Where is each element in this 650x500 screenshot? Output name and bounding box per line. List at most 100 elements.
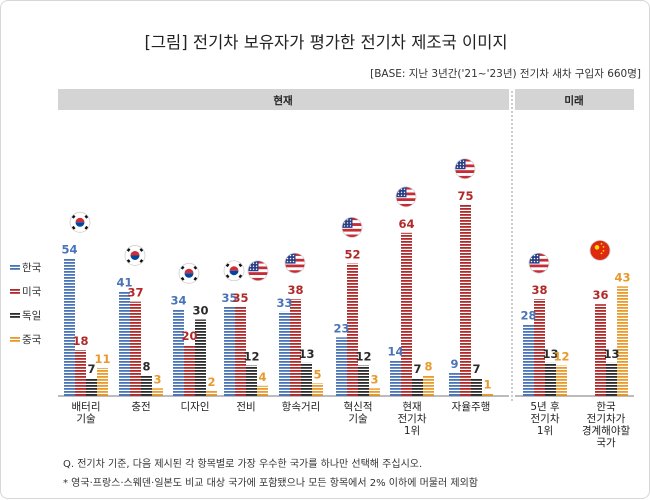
category-label-7: 자율주행 [452,401,491,413]
category-labels: 배터리 기술 충전 디자인 전비 항속거리 혁신적 기술 현재 전기차 1위 자율주행 5년 후 전기차 1… [72,401,631,449]
bar-미국-3 [235,306,246,396]
china-flag-icon [589,239,611,261]
bar-중국-9 [617,286,628,396]
usa-flag-icon [528,252,550,274]
value-label-미국-3: 35 [232,291,248,305]
value-label-중국-0: 11 [94,352,110,366]
value-labels: 5418711413783342030235351243338135235212… [61,189,630,392]
section-band-future [515,89,634,110]
bar-한국-8 [523,324,534,396]
bar-중국-8 [556,365,567,396]
bar-독일-8 [545,362,556,396]
value-label-한국-3: 35 [221,291,237,305]
bar-한국-2 [173,309,184,396]
value-label-한국-7: 9 [450,357,458,371]
bar-미국-2 [184,345,195,396]
korea-flag-icon [69,211,91,233]
value-label-독일-7: 7 [472,362,480,376]
bar-한국-3 [224,306,235,396]
category-label-6: 현재 전기차 1위 [398,401,427,437]
category-label-9: 한국 전기차가 경계해야할 국가 [582,401,631,449]
bar-한국-0 [64,258,75,396]
legend-swatch-독일 [10,312,20,319]
value-label-중국-1: 3 [153,372,161,386]
flags [69,158,611,284]
bar-독일-2 [195,319,206,396]
korea-flag-icon [124,245,146,266]
bar-독일-6 [412,378,423,396]
bar-중국-7 [482,393,493,396]
section-label-future: 미래 [564,94,583,107]
value-label-중국-8: 12 [553,349,569,363]
value-label-미국-1: 37 [127,286,143,300]
footnote-exclusion: * 영국·프랑스·스웨덴·일본도 비교 대상 국가에 포함됐으나 모든 항목에서… [63,476,478,489]
value-label-독일-6: 7 [413,362,421,376]
bar-한국-1 [119,291,130,396]
korea-flag-icon [178,262,200,284]
value-label-중국-3: 4 [258,370,266,384]
value-label-독일-1: 8 [142,360,150,374]
value-label-한국-0: 54 [61,242,77,256]
bar-한국-4 [279,311,290,396]
category-label-0: 배터리 기술 [72,401,101,425]
bar-독일-0 [86,378,97,396]
usa-flag-icon [395,186,417,208]
bar-한국-6 [390,360,401,396]
base-note: [BASE: 지난 3년간('21~'23년) 전기차 새차 구입자 660명] [370,67,641,80]
bar-한국-7 [449,373,460,396]
category-label-4: 항속거리 [282,401,321,413]
value-label-중국-4: 5 [313,367,321,381]
legend-swatch-중국 [10,336,20,343]
value-label-중국-2: 2 [207,375,215,389]
bar-중국-6 [423,375,434,396]
bar-미국-8 [534,299,545,396]
value-label-중국-6: 8 [424,360,432,374]
value-label-한국-5: 23 [333,321,349,335]
bar-중국-3 [257,385,268,396]
bar-미국-7 [460,204,471,396]
bar-중국-4 [312,383,323,396]
category-label-1: 충전 [131,401,150,413]
category-label-5: 혁신적 기술 [344,401,373,425]
category-label-8: 5년 후 전기차 1위 [530,401,560,437]
value-label-미국-8: 38 [531,283,547,297]
value-label-미국-0: 18 [72,334,88,348]
bar-미국-1 [130,301,141,396]
bar-독일-5 [358,365,369,396]
bar-미국-6 [401,232,412,396]
usa-flag-icon [454,158,476,180]
legend-label-한국: 한국 [22,262,42,274]
value-label-한국-8: 28 [520,309,536,323]
value-label-한국-6: 14 [387,344,403,358]
bar-미국-5 [347,263,358,396]
footnote-question: Q. 전기차 기준, 다음 제시된 각 항목별로 가장 우수한 국가를 하나만 … [63,457,422,470]
section-band-present [58,89,509,110]
value-label-독일-8: 13 [542,347,558,361]
value-label-독일-2: 30 [192,304,208,318]
legend-swatch-미국 [10,288,20,295]
value-label-한국-1: 41 [116,275,132,289]
value-label-독일-3: 12 [243,349,259,363]
usa-flag-icon [284,252,306,274]
value-label-미국-6: 64 [398,217,414,231]
legend-label-독일: 독일 [22,309,41,322]
section-present: 현재 [58,89,509,110]
value-label-미국-2: 20 [181,329,197,343]
value-label-한국-4: 33 [276,296,292,310]
category-label-3: 전비 [236,401,255,413]
section-future: 미래 [515,89,634,110]
bar-독일-3 [246,365,257,396]
usa-flag-icon [247,260,269,282]
usa-flag-icon [341,216,363,238]
value-label-미국-9: 36 [592,288,608,302]
bar-중국-1 [152,388,163,396]
value-label-미국-7: 75 [457,189,473,203]
value-label-미국-4: 38 [287,283,303,297]
korea-flag-icon [223,260,245,282]
value-label-중국-7: 1 [483,377,491,391]
bar-미국-9 [595,304,606,396]
bar-중국-2 [206,390,217,396]
